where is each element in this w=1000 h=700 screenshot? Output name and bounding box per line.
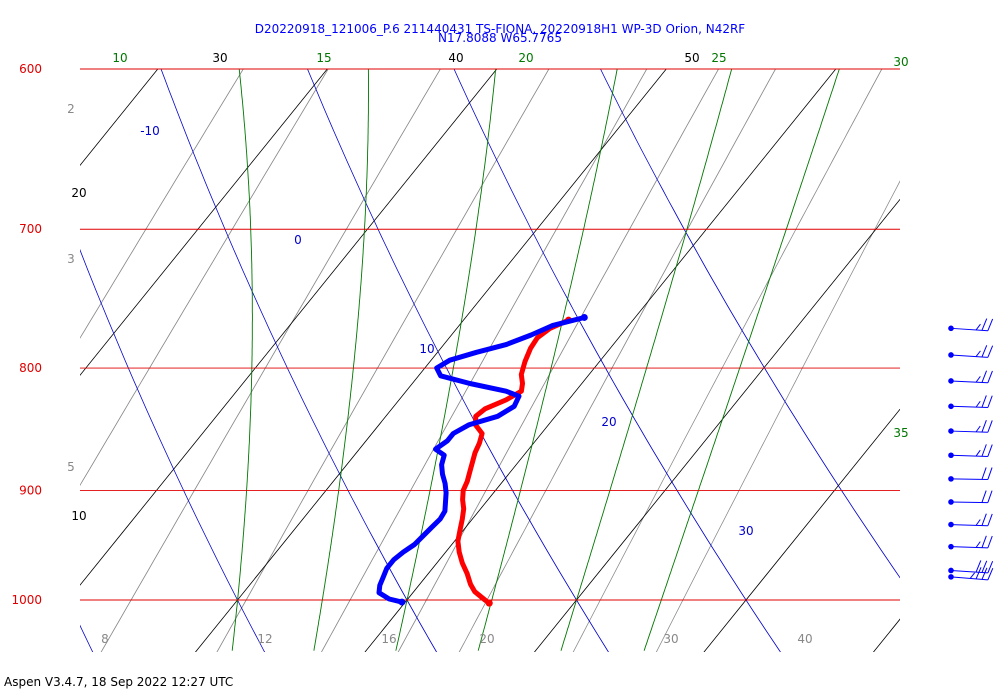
dry-adiabat-line [80, 624, 94, 652]
moist-adiabat-label: 25 [711, 51, 726, 65]
isotherm-line [872, 618, 900, 652]
isotherm-label: 10 [71, 509, 86, 523]
dewpoint-point [398, 598, 406, 606]
footer-version-text: Aspen V3.4.7, 18 Sep 2022 12:27 UTC [4, 675, 234, 689]
moist-adiabat-line [560, 69, 733, 651]
mixing-ratio-label: 16 [381, 632, 396, 646]
mixing-ratio-line [80, 69, 244, 339]
dry-adiabat-label: -10 [140, 124, 160, 138]
dry-adiabat-line [307, 69, 609, 652]
mixing-ratio-line [655, 180, 900, 652]
mixing-ratio-line [80, 69, 329, 487]
dry-adiabat-line [453, 69, 781, 652]
wind-barb [948, 395, 993, 410]
isotherm-line [80, 69, 498, 586]
wind-barb [948, 513, 993, 528]
dry-adiabat-label: 10 [419, 342, 434, 356]
dry-adiabat-line [160, 69, 438, 652]
mixing-ratio-label: 30 [663, 632, 678, 646]
mixing-ratio-line [100, 69, 441, 652]
moist-adiabat-line [231, 69, 253, 651]
isotherm-line [80, 69, 159, 166]
moist-adiabat-label: 35 [893, 426, 908, 440]
pressure-tick-label: 800 [19, 361, 42, 375]
wind-barb [948, 420, 993, 434]
temperature-trace [455, 317, 571, 606]
dry-adiabat-line [600, 69, 900, 579]
wind-barb [948, 370, 993, 384]
moist-adiabat-label: 30 [893, 55, 908, 69]
pressure-tick-label: 700 [19, 222, 42, 236]
pressure-tick-label: 900 [19, 483, 42, 497]
chart-title: D20220918_121006_P.6 211440431 TS-FIONA,… [254, 22, 746, 36]
mixing-ratio-label: 12 [257, 632, 272, 646]
isotherm-label: 30 [212, 51, 227, 65]
mixing-ratio-label: 5 [67, 460, 75, 474]
isotherm-label: 40 [448, 51, 463, 65]
dry-adiabat-label: 30 [738, 524, 753, 538]
chart-subtitle: N17.8088 W65.7765 [438, 31, 562, 45]
mixing-ratio-label: 3 [67, 252, 75, 266]
dry-adiabat-label: 0 [294, 233, 302, 247]
mixing-ratio-label: 2 [67, 102, 75, 116]
dry-adiabat-label: 20 [601, 415, 616, 429]
moist-adiabat-label: 10 [112, 51, 127, 65]
dry-adiabat-line [80, 248, 266, 652]
wind-barb [948, 535, 993, 550]
mixing-ratio-line [458, 69, 777, 652]
isotherm-line [364, 69, 837, 652]
wind-barb [948, 345, 994, 358]
moist-adiabat-label: 20 [518, 51, 533, 65]
wind-barb [948, 444, 993, 459]
wind-barb [948, 567, 994, 581]
isotherm-label: 50 [684, 51, 699, 65]
mixing-ratio-line [321, 69, 648, 652]
moist-adiabat-line [643, 69, 840, 651]
moist-adiabat-line [477, 69, 618, 651]
isotherm-label: 20 [71, 186, 86, 200]
wind-barb [948, 560, 994, 574]
mixing-ratio-label: 8 [101, 632, 109, 646]
wind-barbs [948, 318, 994, 581]
isotherm-line [194, 69, 667, 652]
mixing-ratio-label: 20 [479, 632, 494, 646]
pressure-tick-label: 600 [19, 62, 42, 76]
moist-adiabat-line [395, 69, 497, 651]
dewpoint-trace [376, 315, 587, 605]
isotherm-line [80, 69, 328, 376]
mixing-ratio-label: 40 [797, 632, 812, 646]
mixing-ratio-line [397, 69, 720, 652]
wind-barb [948, 318, 994, 332]
isotherm-line [703, 408, 900, 652]
moist-adiabat-line [313, 69, 369, 651]
mixing-ratio-line [216, 69, 550, 652]
dewpoint-point [580, 313, 588, 321]
temperature-point [485, 599, 493, 607]
moist-adiabat-label: 15 [316, 51, 331, 65]
isotherm-line [533, 198, 900, 652]
wind-barb [948, 490, 993, 505]
mixing-ratio-line [572, 69, 883, 652]
wind-barb [948, 467, 993, 482]
pressure-tick-label: 1000 [11, 593, 42, 607]
